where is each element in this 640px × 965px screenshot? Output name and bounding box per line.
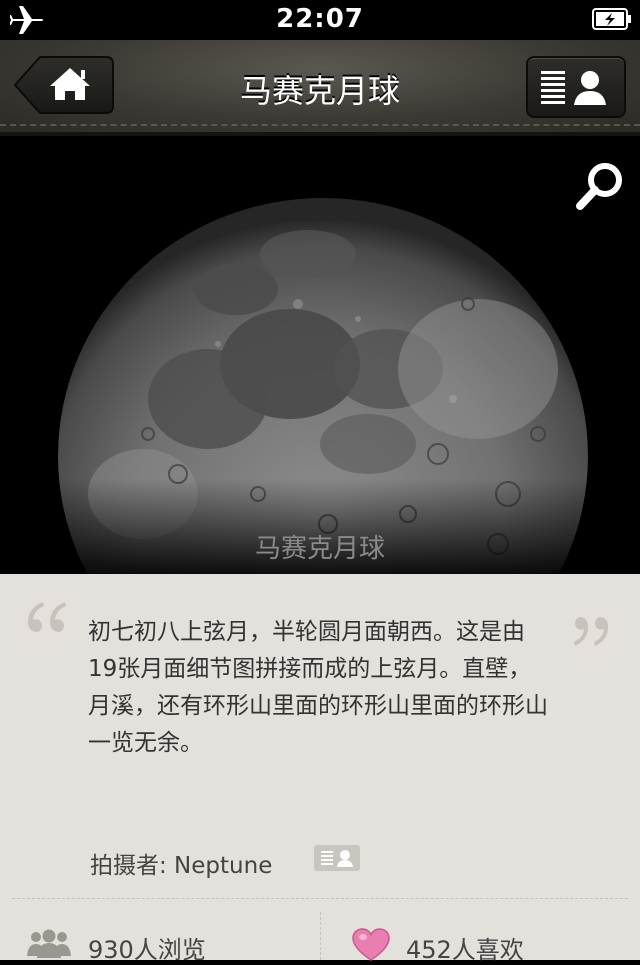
page-title: 马赛克月球: [239, 72, 400, 110]
status-time: 22:07: [276, 4, 364, 34]
view-count: 930人浏览: [88, 936, 206, 964]
moon-image: [58, 196, 588, 574]
nav-bottom-edge: [0, 132, 640, 136]
home-icon: [50, 68, 90, 100]
profile-list-button[interactable]: [526, 56, 626, 118]
stats-vertical-divider: [320, 912, 321, 960]
heart-icon[interactable]: [352, 928, 390, 962]
photographer-label[interactable]: 拍摄者: Neptune: [90, 853, 273, 879]
close-quote-icon: [574, 617, 608, 646]
nav-stitch-divider: [0, 124, 640, 126]
airplane-icon: [10, 6, 44, 34]
search-icon[interactable]: [574, 160, 626, 212]
stats-divider: [12, 898, 628, 899]
author-profile-icon[interactable]: [314, 845, 360, 871]
people-icon: [27, 929, 71, 958]
navigation-bar: 马赛克月球: [0, 40, 640, 136]
photo-description: 初七初八上弦月，半轮圆月面朝西。这是由19张月面细节图拼接而成的上弦月。直壁，月…: [88, 619, 548, 756]
description-panel: 初七初八上弦月，半轮圆月面朝西。这是由19张月面细节图拼接而成的上弦月。直壁，月…: [0, 574, 640, 964]
open-quote-icon: [28, 602, 66, 632]
battery-charging-icon: [592, 8, 631, 30]
moon-photo[interactable]: 马赛克月球: [0, 136, 640, 574]
like-count[interactable]: 452人喜欢: [406, 936, 524, 964]
user-list-icon: [541, 71, 606, 105]
home-button[interactable]: [14, 56, 114, 114]
status-bar: 22:07: [0, 0, 640, 40]
photo-caption: 马赛克月球: [254, 534, 385, 564]
